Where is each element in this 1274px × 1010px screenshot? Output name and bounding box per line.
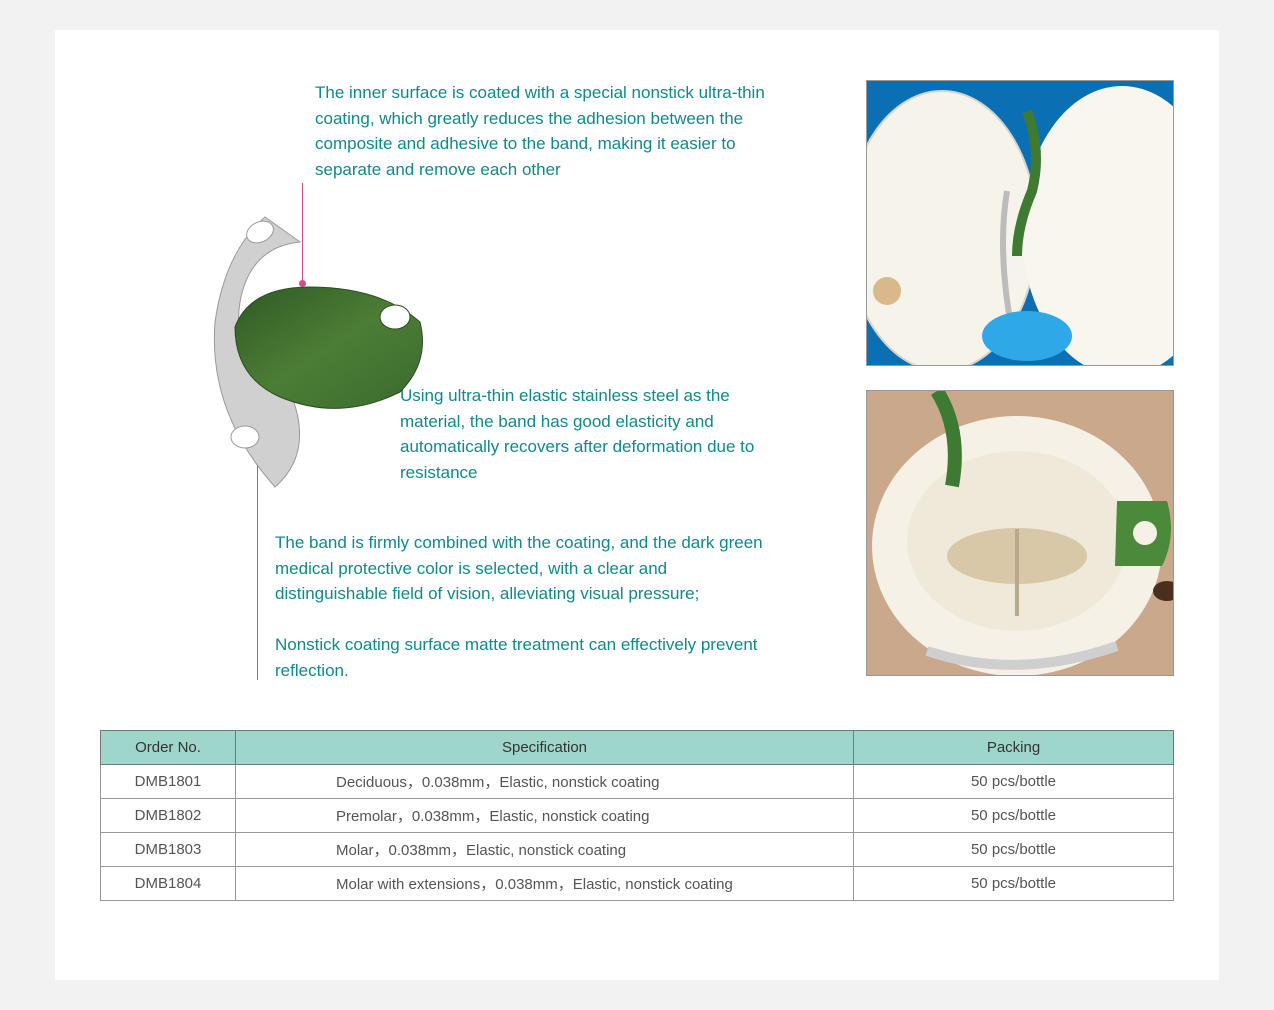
clinical-photo-2 (866, 390, 1174, 676)
callout-material: Using ultra-thin elastic stainless steel… (400, 383, 780, 485)
specification-table: Order No. Specification Packing DMB1801 … (100, 730, 1174, 901)
cell-pack: 50 pcs/bottle (854, 799, 1174, 833)
callout-inner-coating: The inner surface is coated with a speci… (315, 80, 775, 182)
callout-matte-text: Nonstick coating surface matte treatment… (275, 635, 758, 680)
cell-spec: Molar，0.038mm，Elastic, nonstick coating (236, 833, 854, 867)
table-row: DMB1801 Deciduous，0.038mm，Elastic, nonst… (101, 765, 1174, 799)
table-row: DMB1804 Molar with extensions，0.038mm，El… (101, 867, 1174, 901)
cell-pack: 50 pcs/bottle (854, 765, 1174, 799)
callout-color-text: The band is firmly combined with the coa… (275, 533, 763, 603)
cell-pack: 50 pcs/bottle (854, 833, 1174, 867)
cell-order: DMB1802 (101, 799, 236, 833)
product-illustration (180, 192, 430, 492)
table-row: DMB1802 Premolar，0.038mm，Elastic, nonsti… (101, 799, 1174, 833)
header-specification: Specification (236, 731, 854, 765)
header-packing: Packing (854, 731, 1174, 765)
product-spec-page: The inner surface is coated with a speci… (55, 30, 1219, 980)
clinical-photo-1 (866, 80, 1174, 366)
cell-spec: Premolar，0.038mm，Elastic, nonstick coati… (236, 799, 854, 833)
cell-order: DMB1801 (101, 765, 236, 799)
cell-spec: Molar with extensions，0.038mm，Elastic, n… (236, 867, 854, 901)
table-header-row: Order No. Specification Packing (101, 731, 1174, 765)
cell-order: DMB1803 (101, 833, 236, 867)
cell-pack: 50 pcs/bottle (854, 867, 1174, 901)
left-column: The inner surface is coated with a speci… (100, 80, 826, 680)
cell-order: DMB1804 (101, 867, 236, 901)
cell-spec: Deciduous，0.038mm，Elastic, nonstick coat… (236, 765, 854, 799)
right-column (866, 80, 1174, 680)
table-row: DMB1803 Molar，0.038mm，Elastic, nonstick … (101, 833, 1174, 867)
header-order-no: Order No. (101, 731, 236, 765)
top-section: The inner surface is coated with a speci… (100, 80, 1174, 680)
callout-color-matte: The band is firmly combined with the coa… (275, 530, 775, 683)
